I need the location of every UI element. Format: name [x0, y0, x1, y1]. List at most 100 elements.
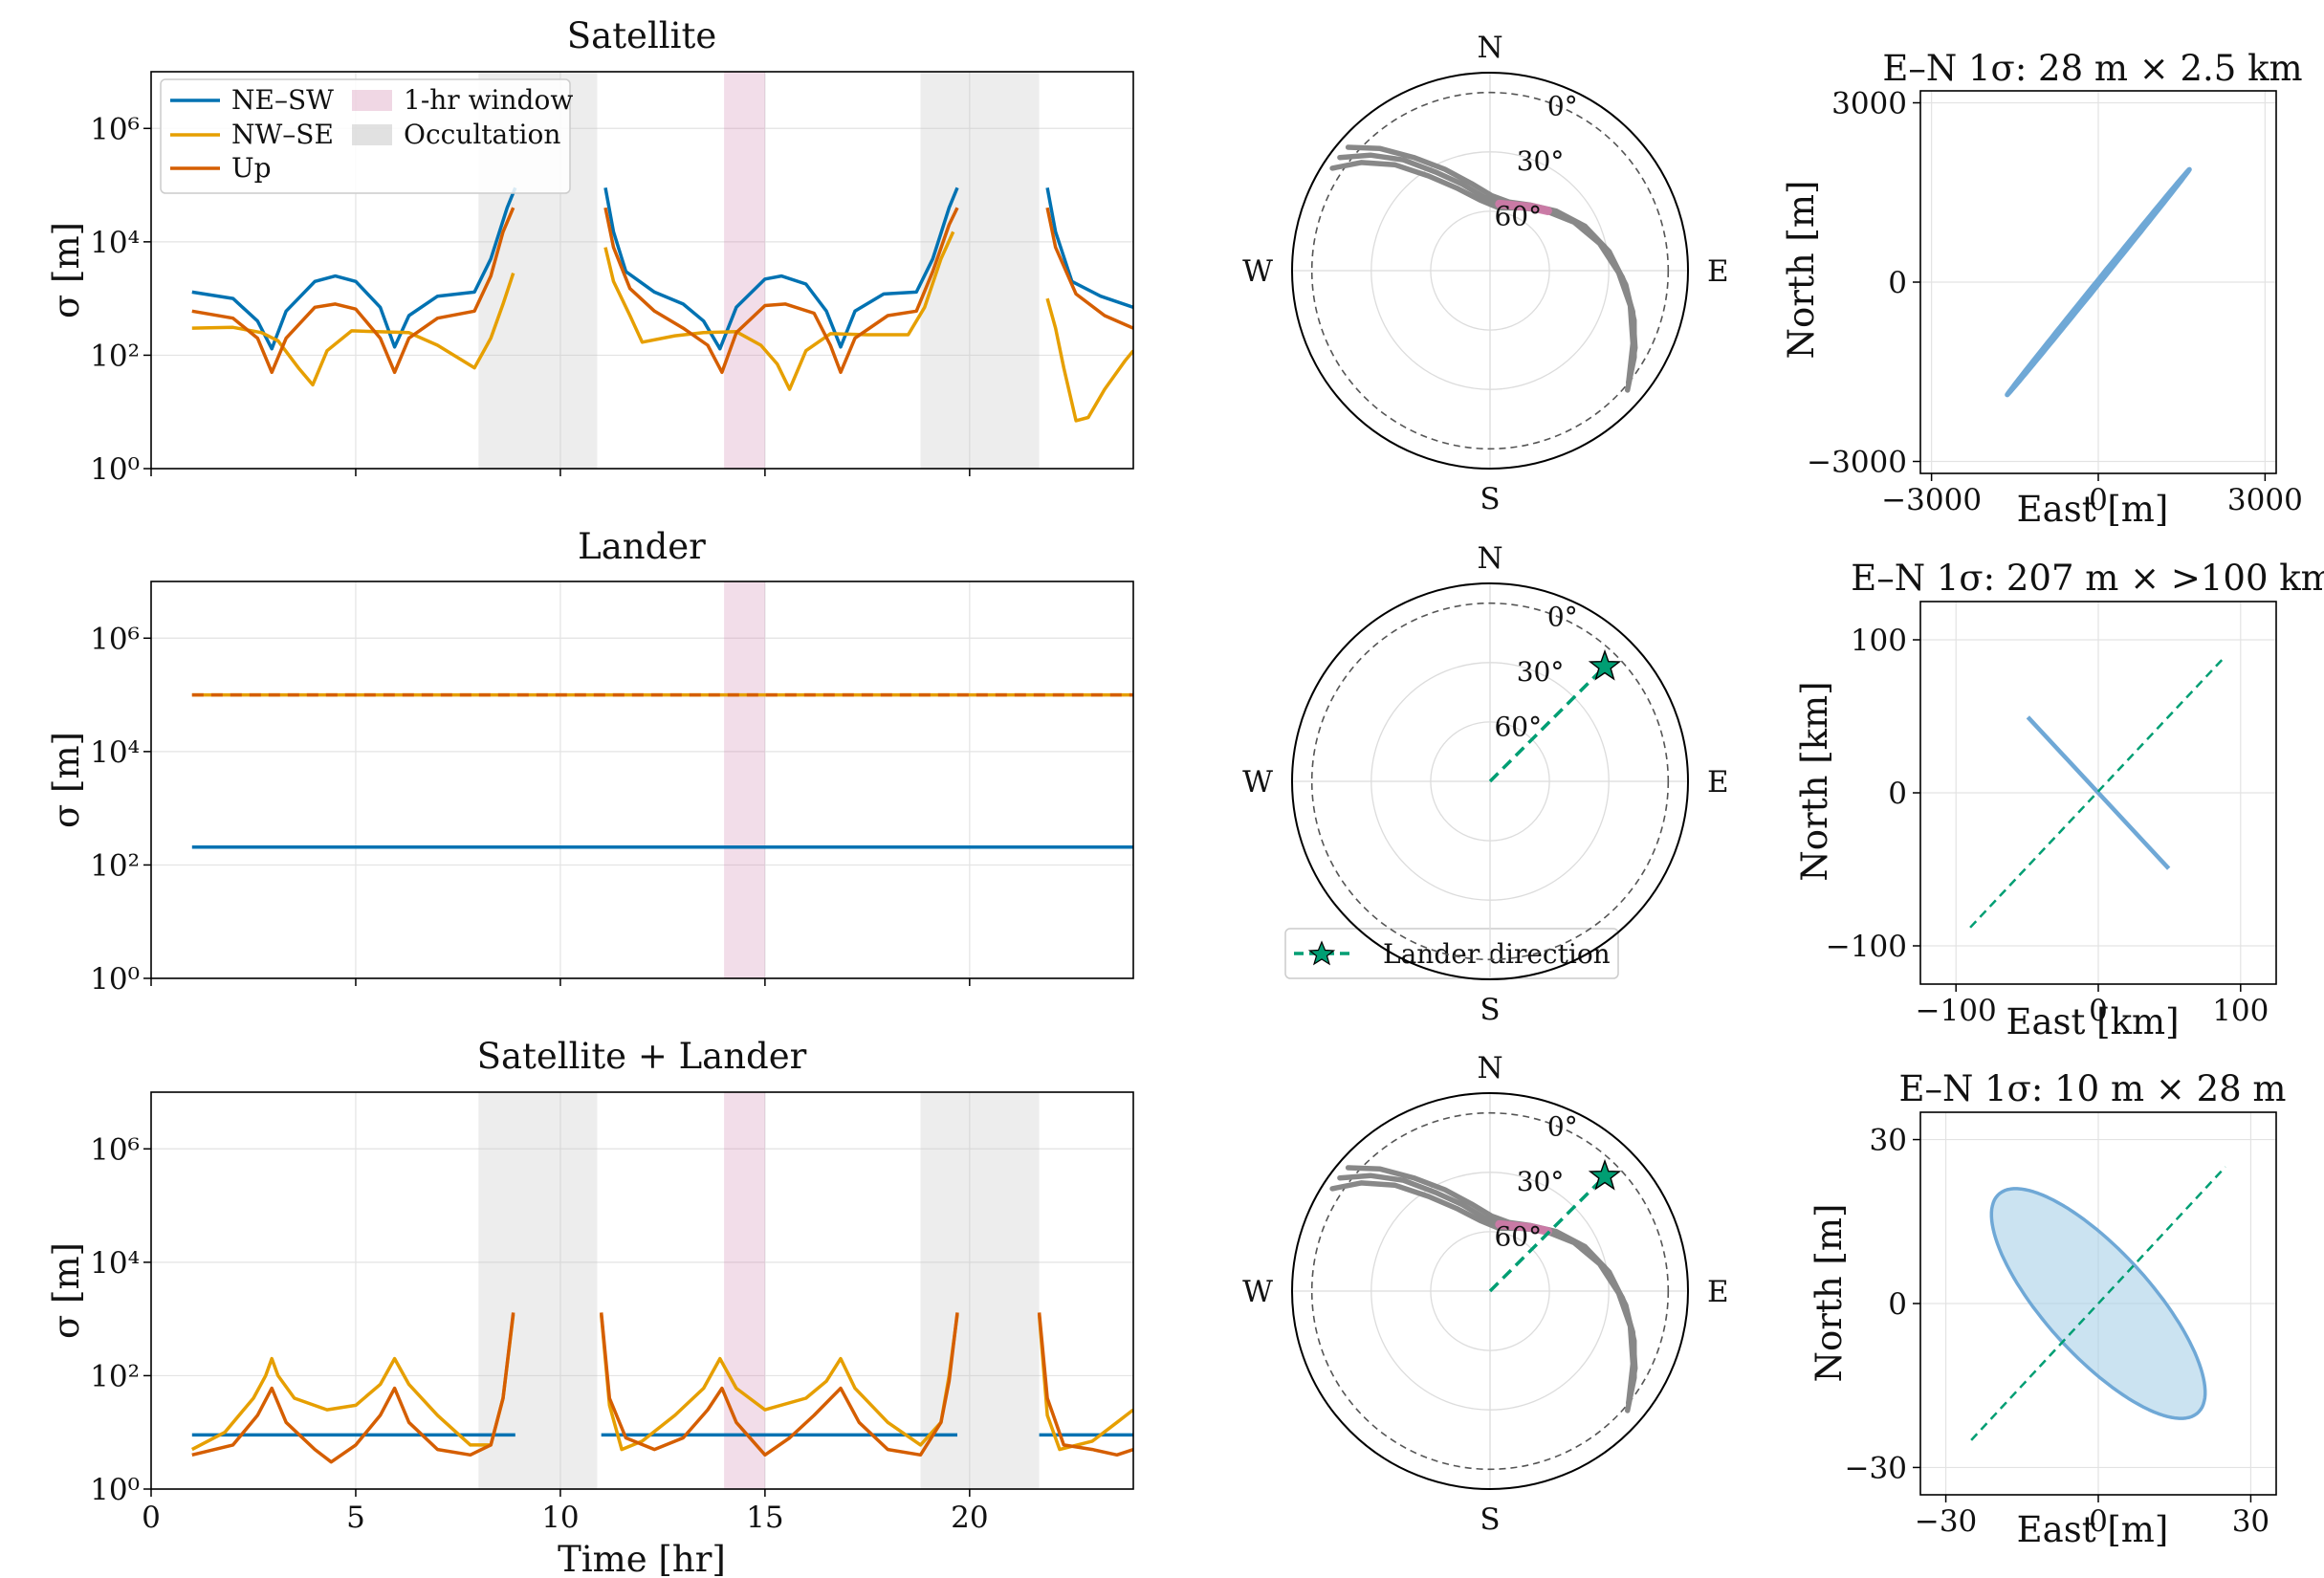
direction-label-w: W [1242, 765, 1273, 800]
x-tick-label: 0 [2089, 1504, 2108, 1539]
horizon-ring [1310, 1111, 1670, 1471]
lander-direction-line [1488, 665, 1607, 783]
error-ellipse-satellite: E–N 1σ: 28 m × 2.5 km East [m] North [m]… [1781, 48, 2303, 530]
x-tick-label: 3000 [2227, 483, 2303, 517]
elevation-label: 0° [1547, 601, 1578, 632]
chart-title: Satellite + Lander [477, 1036, 807, 1077]
y-tick-label: 10⁴ [90, 1246, 140, 1281]
y-tick-label: 0 [1888, 1287, 1907, 1322]
satellite-track [1345, 144, 1637, 393]
direction-label-n: N [1477, 1051, 1502, 1085]
direction-label-e: E [1707, 1275, 1729, 1309]
x-tick-label: −30 [1915, 1504, 1977, 1539]
x-tick-label: 15 [746, 1501, 783, 1535]
x-tick-label: 0 [2089, 994, 2108, 1028]
y-tick-label: 3000 [1831, 87, 1907, 121]
y-axis-label: North [km] [1794, 681, 1835, 881]
legend-frame [1284, 928, 1619, 979]
lander-star-marker [1588, 1158, 1622, 1191]
axes-frame [150, 71, 1134, 470]
series-line-up [191, 207, 1133, 375]
legend-swatch-occultation [352, 124, 392, 145]
y-tick-label: −100 [1826, 930, 1907, 964]
y-tick-label: 10² [90, 1359, 140, 1393]
legend-frame [160, 78, 571, 194]
legend: NE–SW NW–SE Up 1-hr window Occultation [160, 78, 573, 194]
plot-area [191, 692, 1133, 849]
elevation-label: 30° [1517, 656, 1565, 688]
y-tick-label: 30 [1870, 1124, 1907, 1158]
x-tick-label: 20 [951, 1501, 988, 1535]
lander-star-marker [1588, 648, 1622, 681]
direction-label-w: W [1242, 1275, 1273, 1309]
window-track-segment [1495, 199, 1552, 215]
y-axis-label: North [m] [1809, 1204, 1850, 1383]
x-tick-label: 10 [541, 1501, 579, 1535]
y-tick-label: 10⁴ [90, 735, 140, 770]
y-tick-label: 10⁰ [90, 1473, 140, 1507]
sky-plot-satellite: N E S W 0° 30° 60° [1242, 31, 1729, 516]
plot-area [190, 1312, 1133, 1464]
x-tick-label: 0 [142, 1501, 161, 1535]
outer-circle [1291, 1092, 1689, 1490]
y-tick-label: 0 [1888, 266, 1907, 300]
y-tick-label: 10⁶ [90, 622, 140, 656]
sky-plot-combined: N E S W 0° 30° 60° [1242, 1051, 1729, 1537]
y-tick-label: −3000 [1807, 446, 1907, 480]
elevation-label: 60° [1494, 711, 1542, 742]
chart-title: E–N 1σ: 28 m × 2.5 km [1882, 48, 2302, 89]
error-ellipse-combined: E–N 1σ: 10 m × 28 m East [m] North [m] −… [1809, 1068, 2287, 1550]
time-panel-combined: Satellite + Lander Time [hr] σ [m] 10⁰ 10²… [46, 1036, 1134, 1578]
y-tick-label: 10⁶ [90, 1132, 140, 1167]
x-axis-label: East [km] [2006, 1001, 2179, 1042]
direction-label-n: N [1477, 541, 1502, 576]
error-ellipse-degenerate [2026, 715, 2171, 870]
lander-direction-line [1970, 1166, 2226, 1441]
plot-area [191, 186, 1133, 423]
axes-frame [150, 581, 1134, 979]
series-line-nw-se [191, 230, 1133, 423]
lander-direction-line [1969, 657, 2225, 929]
legend-swatch-window [352, 90, 392, 111]
outer-circle [1291, 72, 1689, 470]
satellite-track [1337, 1173, 1638, 1406]
legend-label-up: Up [231, 152, 272, 184]
elevation-label: 0° [1547, 90, 1578, 121]
elevation-label: 30° [1517, 145, 1565, 177]
elevation-label: 30° [1517, 1166, 1565, 1197]
elevation-label: 60° [1494, 1220, 1542, 1252]
error-ellipse [2005, 166, 2192, 398]
x-tick-label: 100 [2212, 994, 2269, 1028]
series-line-up [191, 1312, 1133, 1464]
direction-label-e: E [1707, 254, 1729, 289]
time-panel-lander: Lander σ [m] 10⁰ 10² 10⁴ 10⁶ [46, 526, 1134, 997]
chart-title: E–N 1σ: 10 m × 28 m [1898, 1068, 2286, 1109]
error-ellipse-lander: E–N 1σ: 207 m × >100 km East [km] North … [1794, 558, 2324, 1042]
legend-label-window: 1-hr window [404, 84, 573, 116]
outer-circle [1291, 582, 1689, 980]
y-tick-label: 10⁰ [90, 452, 140, 487]
y-axis-label: σ [m] [46, 732, 87, 828]
y-tick-label: 100 [1851, 624, 1907, 658]
chart-title: Lander [578, 526, 706, 567]
window-band [724, 581, 765, 978]
y-axis-label: σ [m] [46, 222, 87, 318]
y-tick-label: 10² [90, 339, 140, 373]
y-tick-label: 0 [1888, 777, 1907, 811]
window-band [724, 72, 765, 469]
y-tick-label: −30 [1845, 1451, 1907, 1485]
lander-direction-line [1488, 1174, 1607, 1293]
y-tick-label: 10⁴ [90, 226, 140, 260]
y-axis-label: σ [m] [46, 1242, 87, 1339]
x-tick-label: 30 [2232, 1504, 2269, 1539]
direction-label-w: W [1242, 254, 1273, 289]
elevation-label: 0° [1547, 1110, 1578, 1142]
direction-label-e: E [1707, 765, 1729, 800]
chart-title: E–N 1σ: 207 m × >100 km [1851, 558, 2324, 599]
direction-label-s: S [1480, 993, 1500, 1027]
window-band [724, 1092, 765, 1489]
horizon-ring [1310, 91, 1670, 450]
x-axis-label: East [m] [2017, 1509, 2169, 1550]
x-tick-label: −100 [1916, 994, 1997, 1028]
